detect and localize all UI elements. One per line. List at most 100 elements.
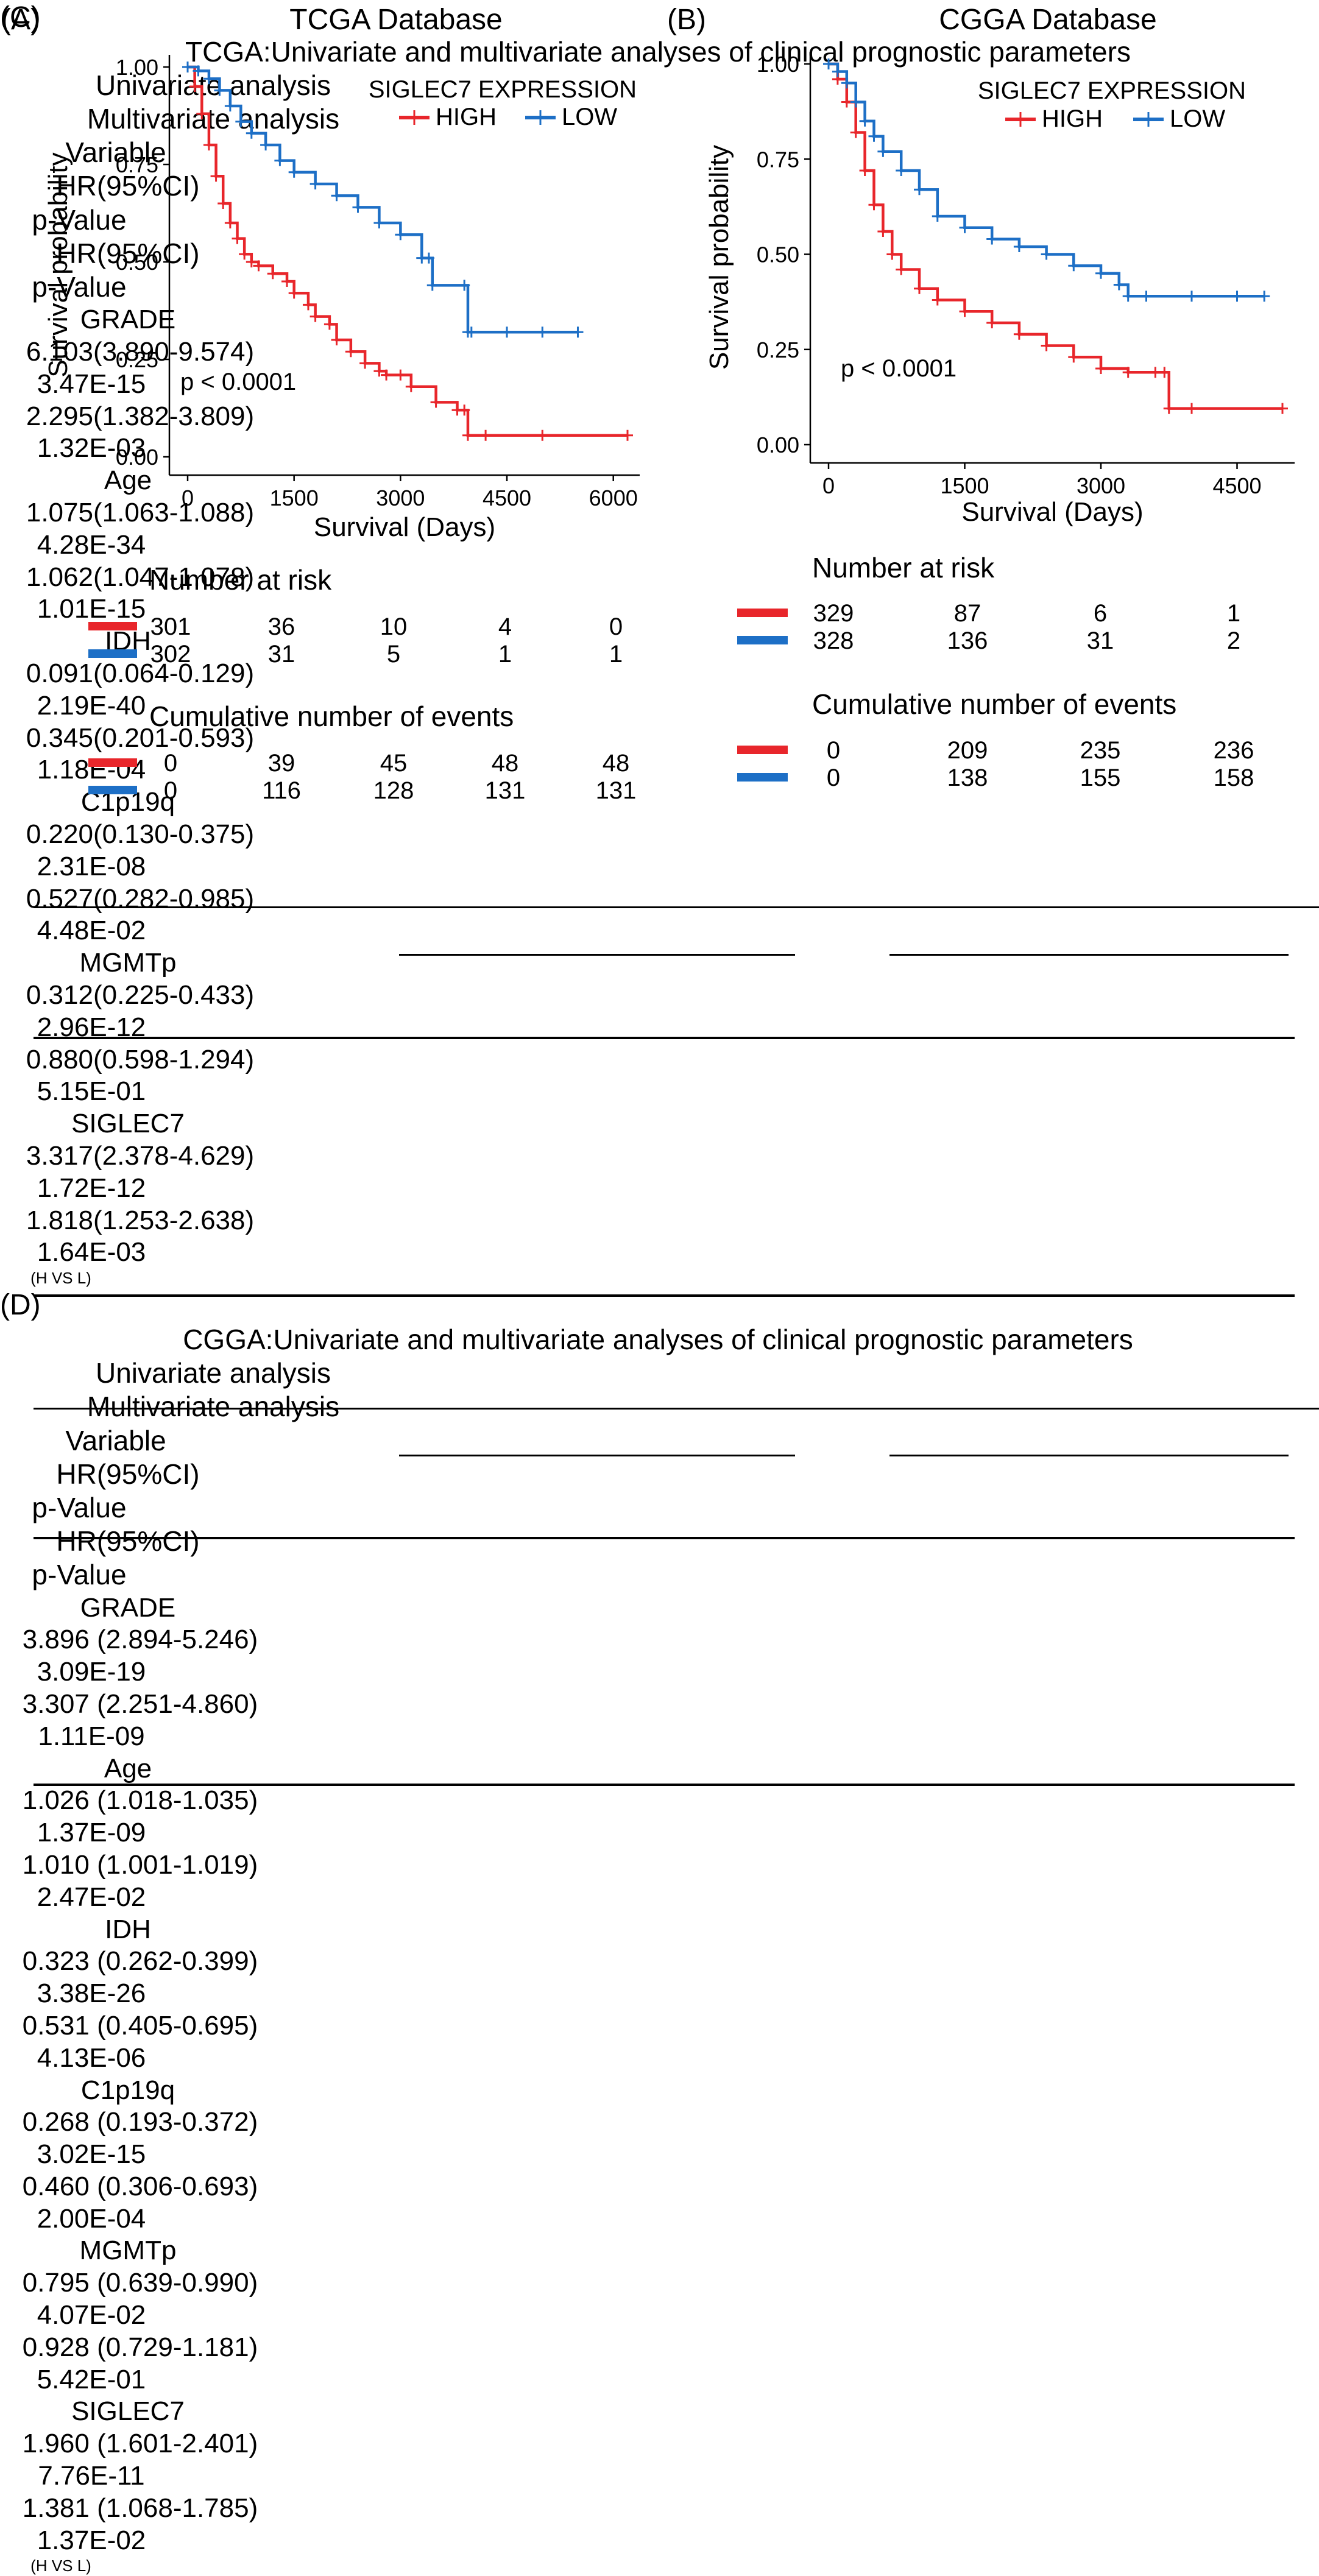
- censor-mark: [986, 233, 998, 245]
- censor-mark: [480, 429, 492, 441]
- table-cell: 0.312(0.225-0.433): [26, 979, 255, 1010]
- censor-mark: [331, 190, 342, 202]
- censor-mark: [1277, 403, 1288, 414]
- censor-mark: [309, 311, 321, 322]
- legend-label-high: HIGH: [1042, 105, 1103, 132]
- censor-mark: [1122, 291, 1134, 302]
- events-table-cell: 48: [603, 750, 630, 777]
- censor-mark: [224, 101, 236, 111]
- table-title: TCGA:Univariate and multivariate analyse…: [185, 35, 1131, 68]
- x-tick-label: 3000: [1077, 473, 1125, 498]
- table-cell: 0.527(0.282-0.985): [26, 883, 255, 914]
- censor-mark: [246, 127, 257, 139]
- group-header-multivariate: Multivariate analysis: [87, 103, 340, 135]
- x-axis-label: Survival (Days): [314, 512, 495, 542]
- table-header-rule: [34, 1037, 1295, 1039]
- censor-mark: [572, 326, 584, 338]
- row-variable: MGMTp: [79, 948, 177, 978]
- events-table-cell: 158: [1214, 764, 1254, 791]
- censor-mark: [203, 139, 214, 150]
- table-cell: 3.47E-15: [37, 369, 146, 399]
- censor-mark: [1113, 279, 1125, 291]
- censor-mark: [217, 198, 229, 209]
- censor-mark: [986, 317, 998, 328]
- table-cell: 4.07E-02: [37, 2300, 146, 2331]
- x-tick-label: 6000: [589, 485, 638, 510]
- censor-mark: [395, 229, 406, 241]
- table-cell: 0.531 (0.405-0.695): [22, 2010, 258, 2041]
- column-header: HR(95%CI): [56, 237, 200, 269]
- events-table-cell: 48: [492, 750, 519, 777]
- column-header: HR(95%CI): [56, 1525, 200, 1558]
- legend-label-low: LOW: [1170, 105, 1225, 132]
- table-top-rule: [34, 906, 1319, 908]
- censor-mark: [868, 199, 880, 211]
- y-tick-label: 0.75: [757, 147, 799, 172]
- y-tick-label: 1.00: [757, 52, 799, 77]
- censor-mark: [1140, 291, 1152, 302]
- risk-table-cell: 328: [813, 627, 854, 654]
- column-header: p-Value: [32, 271, 127, 303]
- risk-table-cell: 36: [268, 613, 295, 640]
- table-cell: 0.928 (0.729-1.181): [22, 2332, 258, 2362]
- column-header: p-Value: [32, 1559, 127, 1591]
- y-tick-label: 0.75: [116, 152, 158, 177]
- censor-mark: [932, 294, 943, 306]
- censor-mark: [331, 334, 342, 345]
- panel-label: (C): [0, 1, 41, 34]
- km-panel-1: (B) CGGA Database 0.00 0.25 0.50 0.75 1.00 0 150…: [667, 4, 1295, 791]
- y-axis-label: Survival probability: [704, 145, 734, 370]
- censor-mark: [459, 404, 470, 416]
- table-cell: 2.19E-40: [37, 690, 146, 721]
- table-cell: 1.37E-02: [37, 2525, 146, 2555]
- censor-mark: [193, 65, 204, 77]
- censor-mark: [459, 280, 470, 291]
- censor-mark: [622, 429, 633, 441]
- censor-mark: [1186, 291, 1197, 302]
- x-tick-label: 1500: [940, 473, 989, 498]
- censor-mark: [373, 217, 385, 228]
- y-tick-label: 0.00: [757, 432, 799, 457]
- censor-mark: [1231, 291, 1243, 302]
- events-table-cell: 128: [373, 777, 414, 804]
- column-header: HR(95%CI): [56, 170, 200, 202]
- censor-mark: [224, 217, 236, 228]
- censor-mark: [302, 299, 314, 311]
- censor-mark: [381, 369, 392, 381]
- table-cell: 2.31E-08: [37, 851, 146, 881]
- table-cell: 1.37E-09: [37, 1818, 146, 1848]
- table-cell: 3.307 (2.251-4.860): [22, 1689, 258, 1719]
- censor-mark: [267, 268, 278, 280]
- y-tick-label: 0.00: [116, 445, 158, 470]
- x-tick-label: 1500: [270, 485, 319, 510]
- censor-mark: [214, 85, 225, 96]
- risk-table-cell: 301: [150, 613, 191, 640]
- table-cell: 7.76E-11: [38, 2461, 145, 2491]
- censor-mark: [203, 73, 214, 85]
- censor-mark: [281, 276, 293, 287]
- risk-table-cell: 5: [387, 641, 400, 668]
- survival-curve-low: [188, 65, 578, 334]
- censor-mark: [1159, 367, 1170, 378]
- censor-mark: [426, 280, 438, 291]
- events-table-title: Cumulative number of events: [149, 700, 514, 732]
- legend-label-low: LOW: [562, 104, 617, 130]
- events-table-cell: 235: [1080, 737, 1121, 764]
- column-header: p-Value: [32, 203, 127, 236]
- censor-mark: [850, 127, 861, 138]
- events-table-cell: 39: [268, 750, 295, 777]
- analysis-table-tcga: (C) TCGA:Univariate and multivariate anal…: [0, 1, 1319, 1297]
- table-cell: 1.818(1.253-2.638): [26, 1205, 255, 1235]
- censor-mark: [1013, 328, 1025, 340]
- group-header-multivariate: Multivariate analysis: [87, 1391, 340, 1423]
- censor-mark: [537, 429, 548, 441]
- x-tick-label: 4500: [1212, 473, 1261, 498]
- censor-mark: [309, 178, 321, 189]
- row-variable: MGMTp: [79, 2235, 177, 2266]
- table-cell: 0.091(0.064-0.129): [26, 658, 255, 688]
- risk-table-cell: 10: [380, 613, 408, 640]
- events-table-title: Cumulative number of events: [812, 688, 1176, 720]
- risk-table-title: Number at risk: [812, 552, 995, 584]
